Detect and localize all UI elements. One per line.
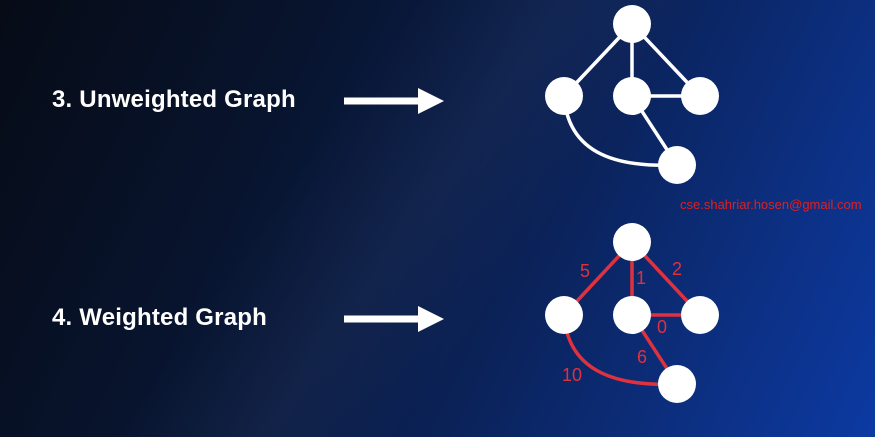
unweighted-graph-label: 3. Unweighted Graph bbox=[52, 86, 296, 113]
weight-left-bottom: 10 bbox=[562, 365, 582, 385]
arrow-weighted bbox=[344, 306, 444, 332]
weight-center-bottom: 6 bbox=[637, 347, 647, 367]
node-right bbox=[681, 77, 719, 115]
node-left bbox=[545, 296, 583, 334]
node-top bbox=[613, 5, 651, 43]
arrow-unweighted bbox=[344, 88, 444, 114]
unweighted-graph bbox=[545, 5, 719, 184]
node-right bbox=[681, 296, 719, 334]
weight-top-right: 2 bbox=[672, 259, 682, 279]
arrow-unweighted-head bbox=[418, 88, 444, 114]
node-bottom bbox=[658, 146, 696, 184]
node-bottom bbox=[658, 365, 696, 403]
node-top bbox=[613, 223, 651, 261]
watermark-email: cse.shahriar.hosen@gmail.com bbox=[680, 197, 862, 212]
node-center bbox=[613, 296, 651, 334]
weight-top-left: 5 bbox=[580, 261, 590, 281]
weight-center-right: 0 bbox=[657, 317, 667, 337]
weighted-graph-label: 4. Weighted Graph bbox=[52, 304, 267, 331]
weighted-graph: 5 1 2 0 6 10 bbox=[545, 223, 719, 403]
arrow-weighted-head bbox=[418, 306, 444, 332]
node-center bbox=[613, 77, 651, 115]
node-left bbox=[545, 77, 583, 115]
weight-top-center: 1 bbox=[636, 268, 646, 288]
